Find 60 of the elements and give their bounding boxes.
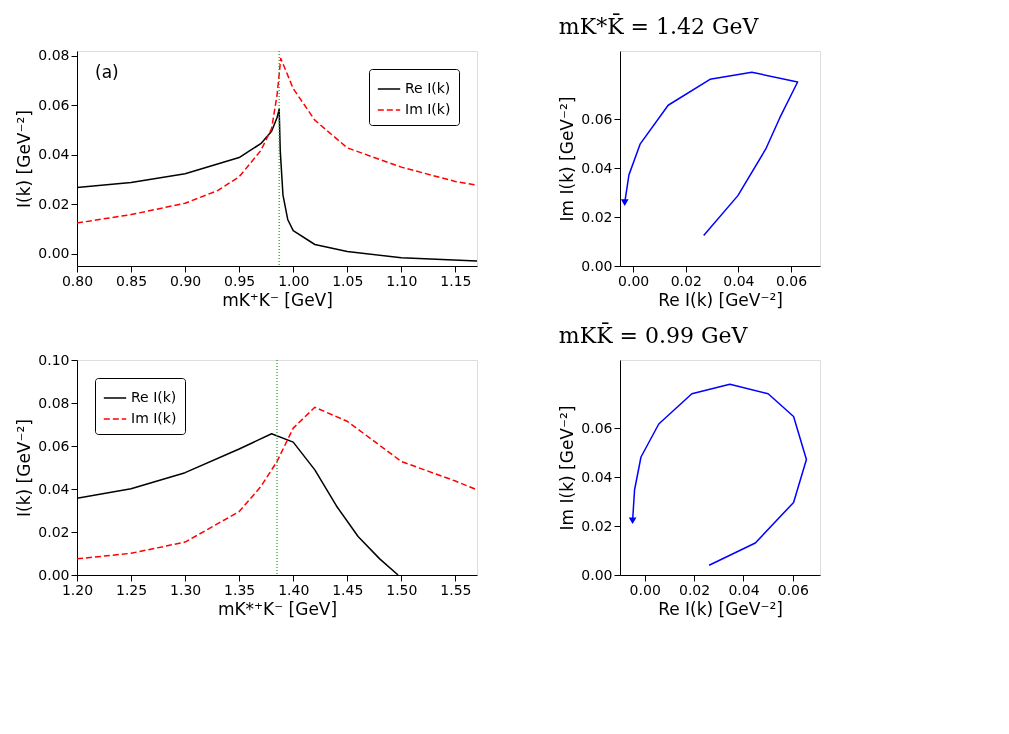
x-tick-label: 1.10 bbox=[386, 272, 418, 289]
annotation: (a) bbox=[95, 62, 119, 82]
y-axis-title: I(k) [GeV⁻²] bbox=[14, 110, 35, 208]
line-series bbox=[77, 406, 477, 560]
x-tick-label: 0.06 bbox=[775, 272, 808, 289]
x-tick-label: 0.90 bbox=[170, 272, 202, 289]
y-axis-title: Im I(k) [GeV⁻²] bbox=[557, 405, 578, 531]
x-tick-label: 1.30 bbox=[170, 581, 202, 598]
y-tick-label: 0.04 bbox=[38, 480, 70, 497]
y-tick-label: 0.00 bbox=[581, 566, 613, 583]
x-tick-label: 1.05 bbox=[332, 272, 364, 289]
x-tick-label: 1.40 bbox=[278, 581, 310, 598]
y-tick-label: 0.02 bbox=[581, 208, 613, 225]
y-tick-label: 0.02 bbox=[581, 517, 613, 534]
y-tick-label: 0.04 bbox=[38, 146, 70, 163]
line-series bbox=[77, 57, 477, 224]
x-tick-label: 1.20 bbox=[61, 581, 94, 598]
x-tick-label: 0.00 bbox=[629, 581, 661, 598]
legend-label: Re I(k) bbox=[405, 80, 451, 96]
x-tick-label: 1.00 bbox=[278, 272, 310, 289]
y-tick-label: 0.10 bbox=[38, 351, 70, 368]
x-axis-title: mK*⁺K⁻ [GeV] bbox=[217, 598, 338, 619]
x-tick-label: 0.95 bbox=[224, 272, 256, 289]
x-axis-title: Re I(k) [GeV⁻²] bbox=[658, 598, 783, 619]
legend-label: Im I(k) bbox=[131, 410, 177, 426]
y-tick-label: 0.04 bbox=[581, 159, 613, 176]
x-tick-label: 1.55 bbox=[440, 581, 472, 598]
x-tick-label: 0.00 bbox=[618, 272, 650, 289]
y-tick-label: 0.08 bbox=[38, 47, 70, 64]
x-tick-label: 0.04 bbox=[728, 581, 760, 598]
y-tick-label: 0.00 bbox=[581, 257, 613, 274]
x-tick-label: 0.06 bbox=[777, 581, 810, 598]
y-axis-title: Im I(k) [GeV⁻²] bbox=[557, 96, 578, 222]
x-tick-label: 0.04 bbox=[723, 272, 755, 289]
y-axis-title: I(k) [GeV⁻²] bbox=[14, 419, 35, 517]
y-tick-label: 0.06 bbox=[38, 96, 70, 113]
x-axis-title: Re I(k) [GeV⁻²] bbox=[658, 289, 783, 310]
chart-title: mKK̄ = 0.99 GeV bbox=[558, 321, 749, 348]
x-tick-label: 1.45 bbox=[332, 581, 364, 598]
x-axis-title: mK⁺K⁻ [GeV] bbox=[222, 289, 333, 310]
y-tick-label: 0.08 bbox=[38, 394, 70, 411]
x-tick-label: 1.35 bbox=[224, 581, 256, 598]
y-tick-label: 0.00 bbox=[38, 245, 70, 262]
x-tick-label: 0.02 bbox=[670, 272, 702, 289]
y-tick-label: 0.00 bbox=[38, 566, 70, 583]
chart-title: mK*K̄ = 1.42 GeV bbox=[558, 12, 760, 39]
x-tick-label: 0.80 bbox=[61, 272, 94, 289]
x-tick-label: 0.02 bbox=[678, 581, 711, 598]
y-tick-label: 0.04 bbox=[581, 468, 613, 485]
y-tick-label: 0.06 bbox=[581, 110, 613, 127]
x-tick-label: 1.15 bbox=[440, 272, 472, 289]
x-tick-label: 1.25 bbox=[115, 581, 148, 598]
y-tick-label: 0.02 bbox=[38, 523, 70, 540]
legend-label: Im I(k) bbox=[405, 101, 451, 117]
x-tick-label: 1.50 bbox=[386, 581, 418, 598]
y-tick-label: 0.06 bbox=[581, 419, 613, 436]
legend-label: Re I(k) bbox=[131, 389, 177, 405]
y-tick-label: 0.02 bbox=[38, 195, 70, 212]
y-tick-label: 0.06 bbox=[38, 437, 70, 454]
x-tick-label: 0.85 bbox=[115, 272, 148, 289]
